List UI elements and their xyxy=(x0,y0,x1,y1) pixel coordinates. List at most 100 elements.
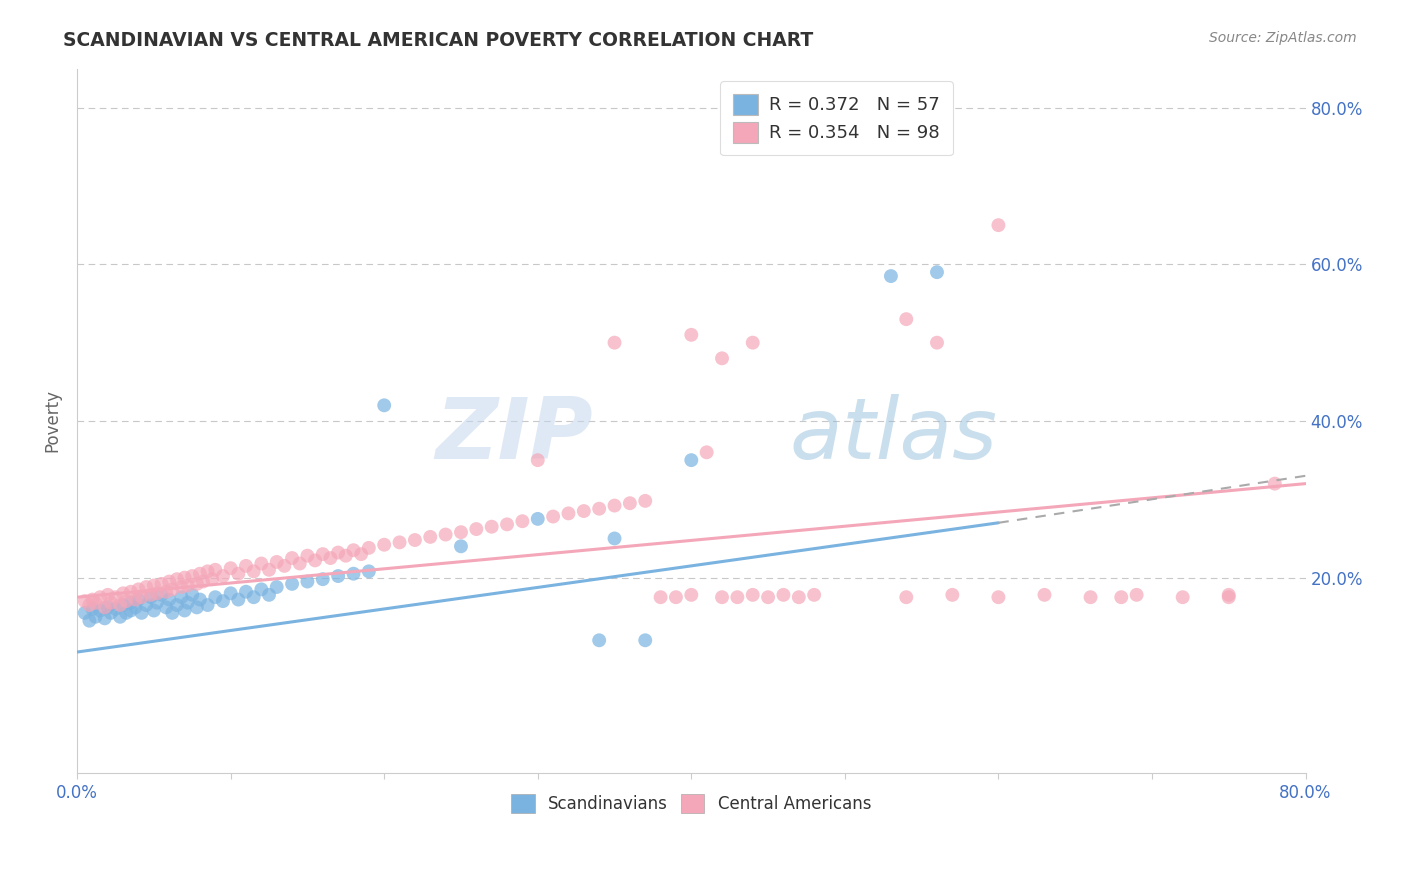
Point xyxy=(281,577,304,591)
Point xyxy=(373,538,395,552)
Point xyxy=(150,577,173,591)
Point xyxy=(73,606,96,620)
Point xyxy=(124,592,146,607)
Point xyxy=(357,541,380,555)
Point xyxy=(450,525,472,540)
Point xyxy=(108,609,131,624)
Text: SCANDINAVIAN VS CENTRAL AMERICAN POVERTY CORRELATION CHART: SCANDINAVIAN VS CENTRAL AMERICAN POVERTY… xyxy=(63,31,814,50)
Point xyxy=(787,591,810,605)
Point xyxy=(603,335,626,350)
Point xyxy=(419,530,441,544)
Point xyxy=(100,606,122,620)
Point xyxy=(526,512,548,526)
Point xyxy=(257,588,280,602)
Point xyxy=(319,551,342,566)
Point xyxy=(186,577,208,591)
Point xyxy=(496,517,519,532)
Point xyxy=(603,499,626,513)
Point xyxy=(925,335,948,350)
Point xyxy=(166,598,188,612)
Point xyxy=(188,592,211,607)
Point xyxy=(1218,588,1240,602)
Point xyxy=(665,591,688,605)
Point xyxy=(297,574,319,589)
Point xyxy=(896,312,918,326)
Point xyxy=(176,578,198,592)
Point xyxy=(197,565,219,579)
Point xyxy=(89,591,111,605)
Point xyxy=(155,600,177,615)
Point xyxy=(97,600,120,615)
Point xyxy=(162,582,184,597)
Point xyxy=(228,592,250,607)
Point xyxy=(304,553,326,567)
Point xyxy=(481,519,503,533)
Point xyxy=(941,588,963,602)
Point xyxy=(326,569,349,583)
Text: atlas: atlas xyxy=(790,393,998,476)
Point xyxy=(186,600,208,615)
Point xyxy=(197,598,219,612)
Point xyxy=(104,591,127,605)
Point xyxy=(191,574,214,589)
Point xyxy=(465,522,488,536)
Point xyxy=(588,501,610,516)
Point xyxy=(204,563,226,577)
Point xyxy=(297,549,319,563)
Point xyxy=(155,584,177,599)
Point xyxy=(97,588,120,602)
Point xyxy=(124,600,146,615)
Point xyxy=(588,633,610,648)
Point xyxy=(82,592,104,607)
Point xyxy=(925,265,948,279)
Point xyxy=(388,535,411,549)
Point xyxy=(139,588,162,602)
Point xyxy=(120,596,142,610)
Point xyxy=(162,606,184,620)
Point xyxy=(157,574,180,589)
Point xyxy=(281,551,304,566)
Point xyxy=(342,543,364,558)
Point xyxy=(1125,588,1147,602)
Point xyxy=(135,580,157,594)
Point xyxy=(896,591,918,605)
Point xyxy=(434,527,457,541)
Point xyxy=(634,494,657,508)
Legend: Scandinavians, Central Americans: Scandinavians, Central Americans xyxy=(499,782,883,825)
Point xyxy=(108,598,131,612)
Point xyxy=(711,351,734,366)
Point xyxy=(242,565,264,579)
Point xyxy=(257,563,280,577)
Point xyxy=(112,598,135,612)
Point xyxy=(73,594,96,608)
Point xyxy=(404,533,426,547)
Point xyxy=(146,596,169,610)
Point xyxy=(93,611,115,625)
Point xyxy=(142,603,165,617)
Point xyxy=(176,596,198,610)
Point xyxy=(335,549,357,563)
Point xyxy=(1109,591,1132,605)
Point xyxy=(131,606,153,620)
Point xyxy=(93,600,115,615)
Point xyxy=(681,327,703,342)
Point xyxy=(711,591,734,605)
Point xyxy=(681,588,703,602)
Point xyxy=(1218,591,1240,605)
Point xyxy=(139,591,162,605)
Point xyxy=(772,588,794,602)
Point xyxy=(803,588,825,602)
Point xyxy=(84,596,107,610)
Point xyxy=(603,532,626,546)
Point xyxy=(312,572,335,586)
Point xyxy=(741,335,763,350)
Point xyxy=(181,569,204,583)
Point xyxy=(987,591,1010,605)
Point xyxy=(128,582,150,597)
Point xyxy=(115,606,138,620)
Y-axis label: Poverty: Poverty xyxy=(44,390,60,452)
Point xyxy=(634,633,657,648)
Point xyxy=(512,514,534,528)
Point xyxy=(987,218,1010,232)
Point xyxy=(89,603,111,617)
